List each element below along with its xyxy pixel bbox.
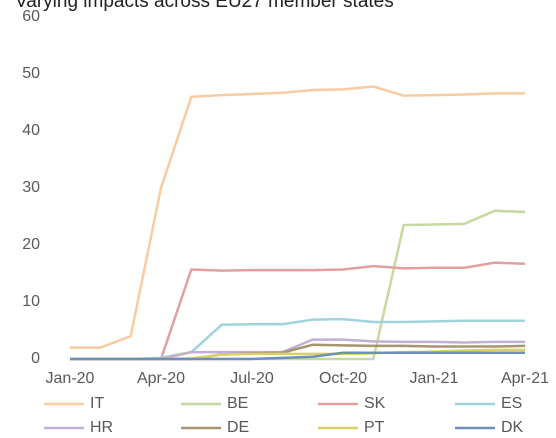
legend-label: IT bbox=[90, 395, 104, 412]
x-tick-label: Jul-20 bbox=[230, 370, 274, 387]
y-tick-label: 30 bbox=[22, 179, 40, 196]
legend-label: SK bbox=[364, 395, 386, 412]
legend-label: HR bbox=[90, 419, 113, 436]
y-tick-label: 10 bbox=[22, 293, 40, 310]
y-tick-label: 50 bbox=[22, 65, 40, 82]
line-series bbox=[70, 85, 525, 349]
line-series bbox=[70, 351, 525, 361]
y-tick-label: 0 bbox=[31, 350, 40, 367]
y-tick-label: 20 bbox=[22, 236, 40, 253]
x-tick-label: Apr-20 bbox=[137, 370, 185, 387]
y-tick-label: 60 bbox=[22, 8, 40, 25]
legend-label: ES bbox=[501, 395, 522, 412]
line-series bbox=[70, 209, 526, 361]
legend-label: DE bbox=[227, 419, 249, 436]
x-tick-label: Jan-20 bbox=[46, 370, 95, 387]
legend-label: BE bbox=[227, 395, 248, 412]
chart-title: Varying impacts across EU27 member state… bbox=[15, 0, 394, 12]
legend-label: PT bbox=[364, 419, 385, 436]
y-tick-label: 40 bbox=[22, 122, 40, 139]
x-tick-label: Apr-21 bbox=[501, 370, 549, 387]
x-tick-label: Jan-21 bbox=[410, 370, 459, 387]
x-tick-label: Oct-20 bbox=[319, 370, 367, 387]
legend-label: DK bbox=[501, 419, 524, 436]
